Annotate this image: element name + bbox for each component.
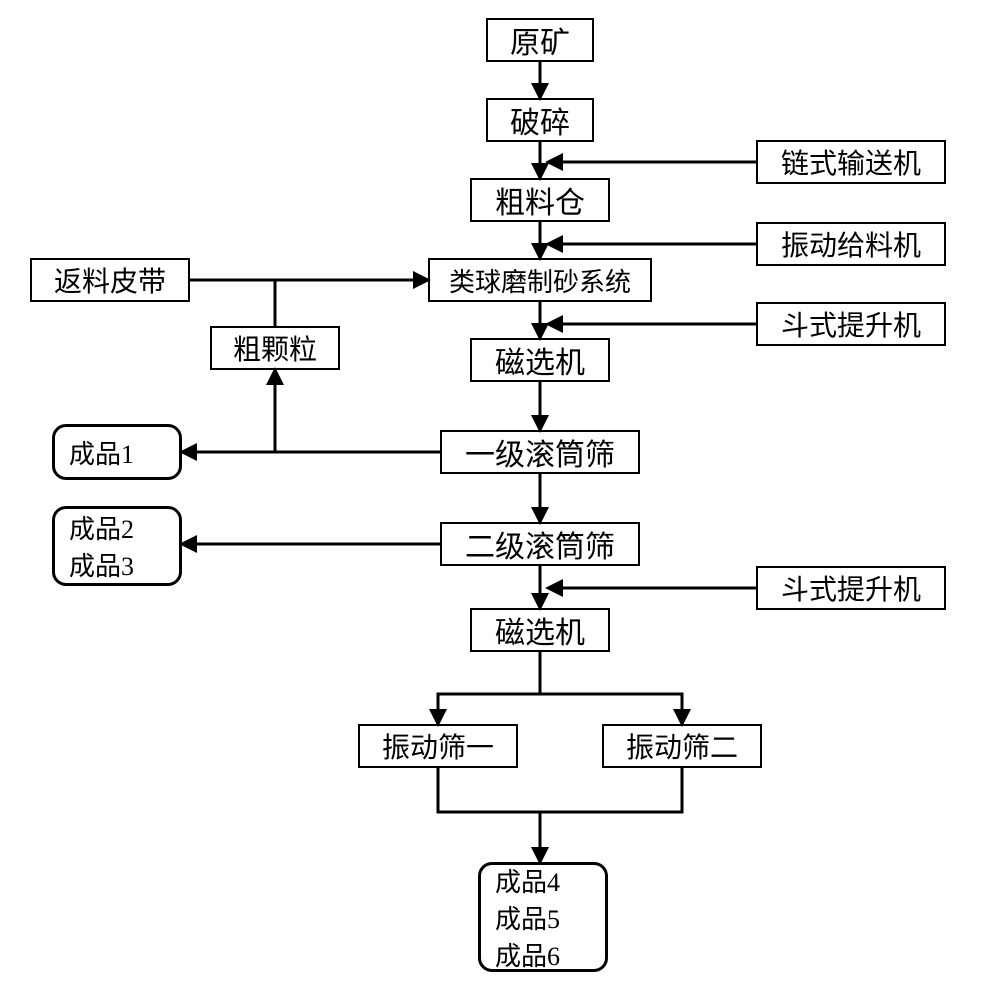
node-bucket1: 斗式提升机: [756, 302, 946, 346]
product-line: 成品5: [495, 899, 560, 936]
edge: [438, 694, 540, 724]
product-line: 成品3: [69, 546, 134, 583]
node-drum2: 二级滚筒筛: [440, 522, 640, 566]
edge: [275, 370, 440, 452]
edge: [438, 768, 540, 812]
node-bucket2: 斗式提升机: [756, 566, 946, 610]
node-coarse-part: 粗颗粒: [210, 326, 340, 370]
node-raw-ore: 原矿: [486, 18, 594, 62]
edge: [540, 694, 682, 724]
node-vib2: 振动筛二: [602, 724, 762, 768]
node-ballmill: 类球磨制砂系统: [428, 258, 652, 302]
product-line: 成品1: [69, 434, 134, 471]
node-coarse-bin: 粗料仓: [470, 178, 610, 222]
node-crush: 破碎: [486, 98, 594, 142]
node-product23: 成品2成品3: [52, 506, 182, 586]
node-product456: 成品4成品5成品6: [478, 862, 608, 972]
product-line: 成品2: [69, 509, 134, 546]
node-chain-conveyor: 链式输送机: [756, 140, 946, 184]
edge: [540, 768, 682, 812]
product-line: 成品4: [495, 862, 560, 899]
node-product1: 成品1: [52, 424, 182, 480]
node-drum1: 一级滚筒筛: [440, 430, 640, 474]
product-line: 成品6: [495, 936, 560, 973]
node-magsep1: 磁选机: [470, 338, 610, 382]
node-magsep2: 磁选机: [470, 608, 610, 652]
node-vib1: 振动筛一: [358, 724, 518, 768]
node-return-belt: 返料皮带: [30, 258, 190, 302]
node-vib-feeder: 振动给料机: [756, 222, 946, 266]
